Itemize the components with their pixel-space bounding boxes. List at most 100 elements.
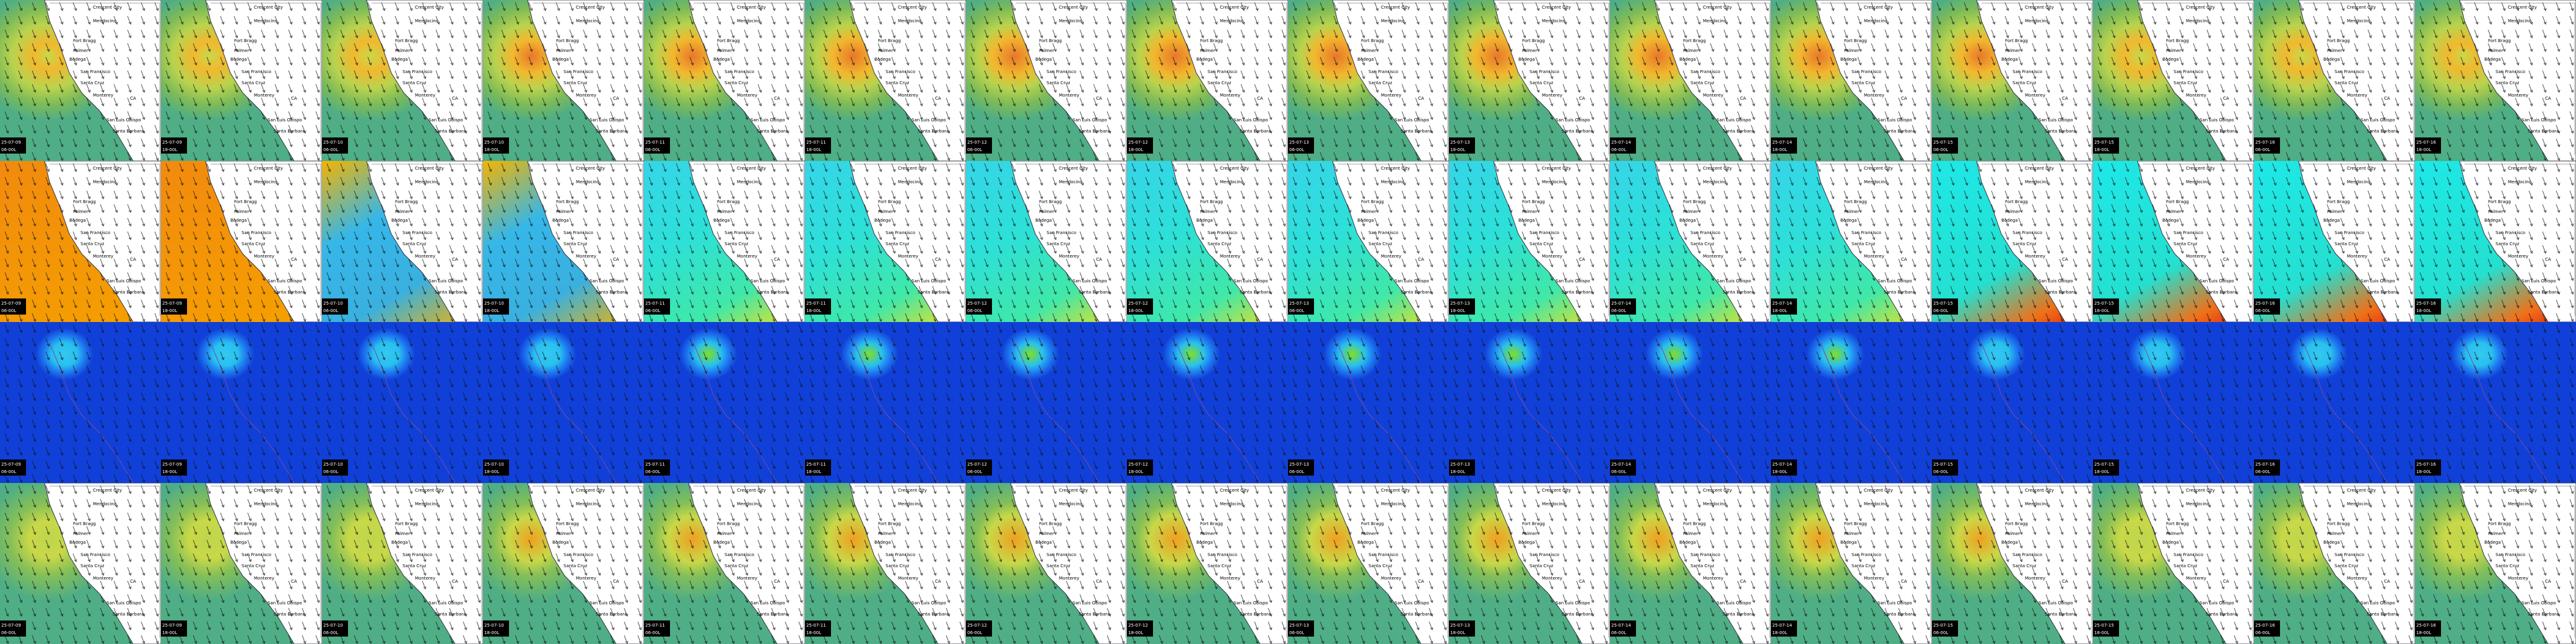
place-label: Monterey bbox=[2347, 93, 2367, 98]
place-label: Monterey bbox=[415, 576, 435, 581]
place-label: Bodega bbox=[874, 57, 891, 62]
time-box bbox=[805, 137, 831, 154]
place-label: Fort Bragg bbox=[1039, 38, 1062, 43]
time-box bbox=[966, 620, 992, 637]
time-label: 18-00L bbox=[1128, 469, 1143, 474]
map-tile: 25-07-12 06-00L bbox=[966, 322, 1127, 483]
place-label: Mendocino bbox=[1381, 19, 1404, 24]
place-label: Mendocino bbox=[415, 180, 438, 185]
time-label: 06-00L bbox=[323, 469, 338, 474]
wind-arrows bbox=[1449, 483, 1610, 644]
date-label: 25-07-11 bbox=[645, 301, 665, 306]
place-label: Santa Barbara bbox=[113, 129, 144, 134]
time-box bbox=[2254, 137, 2280, 154]
place-label: Bodega bbox=[2001, 540, 2018, 545]
place-label: CA bbox=[1257, 96, 1263, 101]
place-label: Crescent City bbox=[2347, 5, 2376, 10]
place-label: Palmer bbox=[717, 531, 732, 536]
date-label: 25-07-16 bbox=[2255, 623, 2275, 628]
time-label: 06-00L bbox=[645, 469, 660, 474]
time-label: 18-00L bbox=[2094, 630, 2109, 635]
time-label: 18-00L bbox=[1450, 630, 1465, 635]
place-label: Fort Bragg bbox=[1200, 199, 1223, 204]
time-label: 06-00L bbox=[967, 147, 982, 152]
map: Crescent City Mendocino Fort Bragg Palmer Bo… bbox=[0, 161, 161, 322]
map: Crescent City Mendocino Fort Bragg Palmer Bo… bbox=[0, 483, 161, 644]
map-tile: Crescent City Mendocino Fort Bragg Palmer Bo… bbox=[1449, 161, 1610, 322]
place-label: San Luis Obispo bbox=[2200, 118, 2234, 123]
place-label: Santa Barbara bbox=[2206, 129, 2237, 134]
place-label: Palmer bbox=[2005, 531, 2020, 536]
map: 25-07-12 18-00L bbox=[1127, 322, 1288, 483]
place-label: San Francisco bbox=[1208, 230, 1237, 235]
time-box bbox=[1449, 620, 1475, 637]
time-box bbox=[1288, 459, 1314, 476]
place-label: Mendocino bbox=[737, 502, 760, 507]
place-label: Santa Cruz bbox=[1368, 80, 1393, 85]
map: Crescent City Mendocino Fort Bragg Palmer Bo… bbox=[644, 161, 805, 322]
place-label: Santa Cruz bbox=[1690, 80, 1715, 85]
place-label: Santa Barbara bbox=[1723, 129, 1754, 134]
place-label: Bodega bbox=[1518, 218, 1535, 223]
date-label: 25-07-15 bbox=[2094, 623, 2114, 628]
place-label: Santa Barbara bbox=[1723, 612, 1754, 617]
time-box bbox=[1127, 459, 1153, 476]
place-label: CA bbox=[1901, 579, 1907, 584]
place-label: Bodega bbox=[2001, 218, 2018, 223]
time-label: 18-00L bbox=[806, 630, 821, 635]
place-label: Fort Bragg bbox=[234, 38, 257, 43]
wind-arrows bbox=[1610, 0, 1771, 161]
time-box bbox=[805, 620, 831, 637]
time-label: 18-00L bbox=[162, 147, 177, 152]
place-label: Fort Bragg bbox=[395, 521, 418, 526]
place-label: San Luis Obispo bbox=[1073, 118, 1107, 123]
map: Crescent City Mendocino Fort Bragg Palmer Bo… bbox=[1449, 483, 1610, 644]
map-tile: Crescent City Mendocino Fort Bragg Palmer Bo… bbox=[966, 161, 1127, 322]
place-label: Santa Barbara bbox=[274, 129, 305, 134]
place-label: Fort Bragg bbox=[2005, 38, 2028, 43]
date-label: 25-07-10 bbox=[323, 140, 343, 145]
place-label: Monterey bbox=[93, 93, 113, 98]
place-label: San Francisco bbox=[1208, 69, 1237, 74]
map-tile: 25-07-09 18-00L bbox=[161, 322, 322, 483]
wind-arrows bbox=[1610, 161, 1771, 322]
place-label: Santa Cruz bbox=[1852, 80, 1876, 85]
place-label: San Francisco bbox=[242, 230, 271, 235]
place-label: Santa Barbara bbox=[2206, 612, 2237, 617]
map-tile: Crescent City Mendocino Fort Bragg Palmer Bo… bbox=[2254, 0, 2415, 161]
map: Crescent City Mendocino Fort Bragg Palmer Bo… bbox=[1288, 161, 1449, 322]
place-label: Santa Cruz bbox=[1046, 80, 1071, 85]
time-label: 18-00L bbox=[162, 469, 177, 474]
place-label: San Francisco bbox=[1208, 552, 1237, 557]
time-label: 18-00L bbox=[2416, 469, 2431, 474]
date-label: 25-07-15 bbox=[2094, 140, 2114, 145]
wind-arrows bbox=[966, 0, 1127, 161]
wind-arrows bbox=[483, 322, 644, 483]
time-box bbox=[2415, 620, 2441, 637]
wind-arrows bbox=[644, 483, 805, 644]
place-label: Mendocino bbox=[2508, 502, 2531, 507]
place-label: Palmer bbox=[1844, 209, 1859, 214]
wind-arrows bbox=[1449, 322, 1610, 483]
place-label: Santa Cruz bbox=[1208, 242, 1232, 246]
place-label: Fort Bragg bbox=[1683, 521, 1706, 526]
place-label: Palmer bbox=[395, 209, 410, 214]
date-label: 25-07-12 bbox=[1128, 623, 1148, 628]
place-label: CA bbox=[613, 579, 619, 584]
time-label: 06-00L bbox=[1611, 469, 1626, 474]
map-tile: Crescent City Mendocino Fort Bragg Palmer Bo… bbox=[2093, 0, 2254, 161]
place-label: Palmer bbox=[1361, 531, 1376, 536]
date-label: 25-07-10 bbox=[484, 140, 504, 145]
map-tile: Crescent City Mendocino Fort Bragg Palmer Bo… bbox=[1932, 0, 2093, 161]
place-label: Bodega bbox=[1840, 57, 1857, 62]
place-label: San Francisco bbox=[2174, 552, 2203, 557]
place-label: CA bbox=[1740, 257, 1746, 262]
map: Crescent City Mendocino Fort Bragg Palmer Bo… bbox=[1932, 483, 2093, 644]
date-label: 25-07-14 bbox=[1611, 462, 1631, 467]
map-tile: 25-07-11 06-00L bbox=[644, 322, 805, 483]
time-box bbox=[483, 137, 509, 154]
time-label: 18-00L bbox=[1128, 147, 1143, 152]
place-label: Crescent City bbox=[2025, 488, 2054, 493]
place-label: CA bbox=[2384, 257, 2390, 262]
place-label: Santa Barbara bbox=[757, 290, 788, 295]
